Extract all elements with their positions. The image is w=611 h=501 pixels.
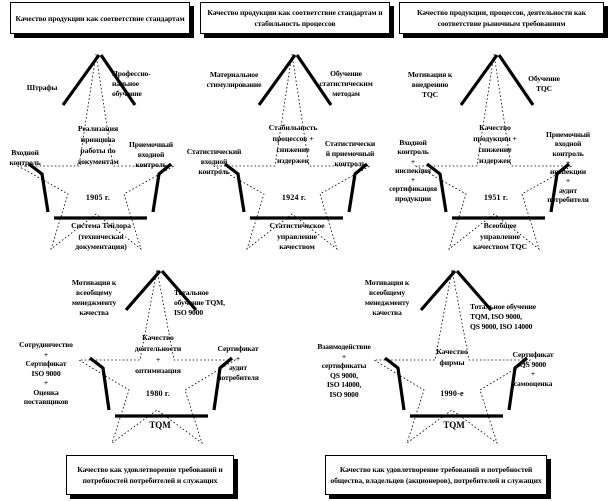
outer-star-bold-strokes [426, 54, 571, 220]
label-left: Входной контроль [9, 148, 41, 168]
label-year: 1990-е [440, 389, 464, 398]
label-right: Сертификат + аудит потребителя [217, 344, 259, 382]
caption-box-bottom-2: Качество как удовлетворение требований и… [325, 455, 547, 495]
label-right: Статистически й приемочный контроль [324, 139, 376, 169]
label-year: 1924 г. [281, 193, 307, 202]
inner-star-dotted [212, 53, 372, 251]
star-shape-tqc [414, 53, 574, 251]
label-center: Реализация принципа работы по документам [77, 124, 119, 167]
caption-box-top-1: Качество продукции как соответствие стан… [10, 2, 190, 34]
star-shape-taylor [16, 53, 176, 251]
outer-star-bold-strokes [28, 54, 173, 220]
label-top-left: Мотивация к всеобщему менеджменту качест… [71, 278, 117, 318]
label-center: Качество продукции + снижение издержек [473, 123, 517, 166]
label-top-left: Штрафы [26, 83, 58, 92]
outer-star-bold-strokes [384, 269, 529, 418]
label-center: Качество фирмы [436, 347, 468, 368]
label-top-right: Обучение TQC [528, 74, 560, 94]
label-right: Приемочный входной контроль + инспекции … [545, 130, 590, 204]
star-tqm-1990: Мотивация к всеобщему менеджменту качест… [310, 262, 600, 452]
label-top-right: Професси­о- нальное обучение [112, 69, 151, 99]
label-left: Статистический входной контроль [186, 147, 242, 177]
label-year: 1905 г. [85, 193, 111, 202]
label-top-right: Обучение статистическим методам [319, 69, 373, 99]
label-base: Всеобщее управление качеством TQC [473, 221, 527, 252]
label-left: Сотрудничество + Сертификат ISO 9000 + О… [19, 340, 73, 407]
star-tqc: Мотивация к внедрению TQC Обучение TQC В… [388, 44, 608, 251]
outer-star-bold-strokes [89, 269, 234, 418]
caption-text: Качество как удовлетворение требований и… [77, 465, 223, 485]
star-shape-statistical [212, 53, 372, 251]
caption-box-bottom-1: Качество как удовлетворение требований и… [66, 455, 234, 495]
label-center: Стабильность процессов + снижение издерж… [268, 123, 318, 166]
star-statistical: Материальное стимулирование Обучение ста… [187, 44, 398, 251]
caption-text: Качество продукции, процессов, деятельно… [416, 8, 587, 28]
label-top-left: Мотивация к всеобщему менеджменту качест… [364, 278, 410, 318]
label-base: Система Тейлора (техническая документаци… [71, 221, 131, 252]
caption-text: Качество как удовлетворение требований и… [330, 465, 542, 485]
caption-text: Качество продукции как соответствие стан… [15, 13, 185, 23]
label-left: Входной контроль + инспекция + сертифика… [389, 138, 437, 203]
label-top-left: Мотивация к внедрению TQC [407, 70, 453, 100]
label-center: Качество деятельности + оптимизация [134, 333, 182, 376]
label-top-left: Материальное стимулирование [206, 70, 262, 90]
star-shape-tqm-1990 [372, 269, 532, 445]
inner-star-dotted [414, 53, 574, 251]
label-right: Сертификат QS 9000 + самооценка [512, 350, 554, 388]
label-left: Взаимодействие + сертификаты QS 9000, IS… [317, 342, 371, 399]
caption-box-top-2: Качество продукции как соответствие стан… [200, 2, 390, 34]
label-base: TQM [149, 420, 171, 430]
caption-text: Качество продукции как соответствие стан… [207, 8, 383, 28]
outer-star-bold-strokes [224, 54, 369, 220]
star-tqm-1980: Мотивация к всеобщему менеджменту качест… [6, 262, 296, 452]
caption-box-top-3: Качество продукции, процессов, деятельно… [399, 2, 604, 34]
label-top-right: Тотальное обучение TQM, ISO 9000 [174, 288, 225, 318]
star-taylor: Штрафы Професси­о- нальное обучение Вход… [0, 44, 200, 251]
inner-star-dotted [16, 53, 176, 251]
label-year: 1980 г. [145, 389, 171, 398]
label-right: Приемочный входной контроль [128, 140, 173, 170]
label-base: TQM [443, 420, 465, 430]
star-shape-tqm-1980 [77, 269, 237, 445]
label-base: Статистическое управление качеством [269, 221, 325, 252]
label-year: 1951 г. [483, 193, 509, 202]
label-top-right: Тотальное обучение TQM, ISO 9000, QS 900… [470, 302, 536, 332]
